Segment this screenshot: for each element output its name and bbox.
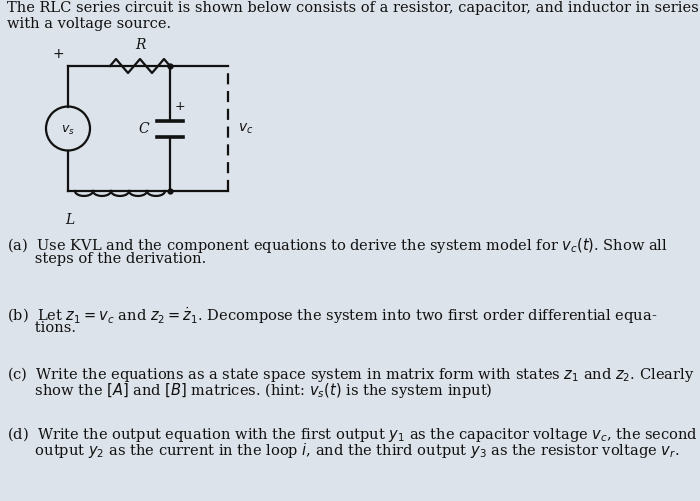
Text: R: R <box>134 38 146 52</box>
Text: show the $[A]$ and $[B]$ matrices. (hint: $v_s(t)$ is the system input): show the $[A]$ and $[B]$ matrices. (hint… <box>7 381 493 400</box>
Text: tions.: tions. <box>7 322 76 336</box>
Text: L: L <box>65 213 75 227</box>
Text: output $y_2$ as the current in the loop $i$, and the third output $y_3$ as the r: output $y_2$ as the current in the loop … <box>7 441 679 460</box>
Text: +: + <box>52 47 64 61</box>
Text: (b)  Let $z_1 = v_c$ and $z_2 = \dot{z}_1$. Decompose the system into two first : (b) Let $z_1 = v_c$ and $z_2 = \dot{z}_1… <box>7 305 657 326</box>
Text: (d)  Write the output equation with the first output $y_1$ as the capacitor volt: (d) Write the output equation with the f… <box>7 425 698 444</box>
Text: C: C <box>139 122 149 135</box>
Text: (a)  Use KVL and the component equations to derive the system model for $v_c(t)$: (a) Use KVL and the component equations … <box>7 236 668 255</box>
Text: $v_s$: $v_s$ <box>61 124 75 137</box>
Text: The RLC series circuit is shown below consists of a resistor, capacitor, and ind: The RLC series circuit is shown below co… <box>7 1 699 15</box>
Text: with a voltage source.: with a voltage source. <box>7 17 171 31</box>
Text: steps of the derivation.: steps of the derivation. <box>7 253 206 267</box>
Text: (c)  Write the equations as a state space system in matrix form with states $z_1: (c) Write the equations as a state space… <box>7 365 694 384</box>
Text: $v_c$: $v_c$ <box>238 121 253 136</box>
Text: +: + <box>175 100 186 113</box>
